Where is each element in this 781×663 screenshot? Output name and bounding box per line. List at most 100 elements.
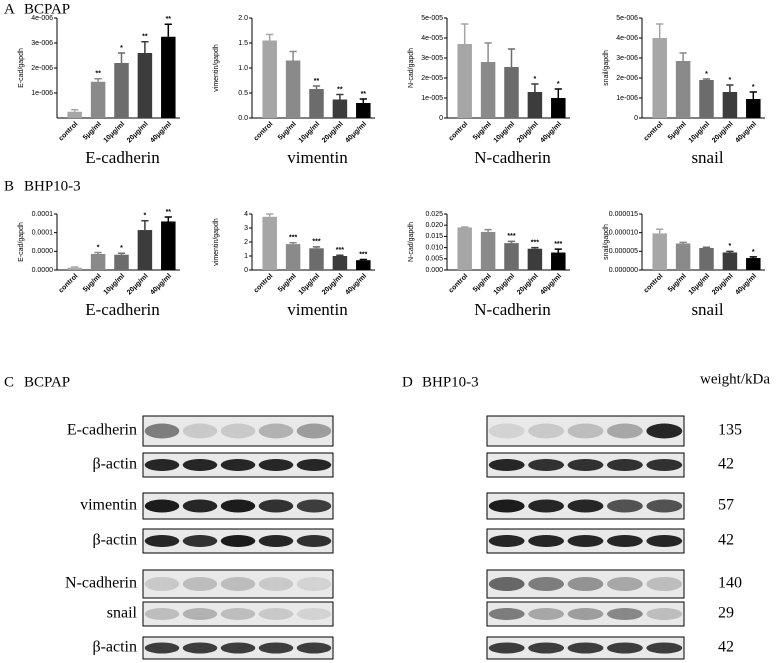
x-tick-label: 40μg/ml bbox=[539, 121, 563, 145]
significance: * bbox=[97, 244, 100, 251]
error-bar bbox=[726, 84, 734, 92]
blot-band bbox=[258, 459, 294, 471]
blot-band bbox=[144, 499, 180, 513]
blot-band bbox=[220, 535, 256, 547]
significance: ** bbox=[166, 16, 172, 23]
bar bbox=[652, 233, 667, 270]
y-tick-label: 4e-006 bbox=[31, 15, 53, 22]
blot-band bbox=[606, 577, 643, 591]
error-bar bbox=[461, 23, 469, 44]
y-tick-label: 0 bbox=[439, 115, 443, 122]
weight-label: 42 bbox=[718, 639, 734, 656]
bar bbox=[356, 260, 371, 270]
bar bbox=[675, 61, 691, 118]
weight-label: 140 bbox=[718, 575, 742, 592]
x-tick-label: 10μg/ml bbox=[493, 273, 517, 297]
error-bar bbox=[679, 52, 687, 61]
blot-band bbox=[220, 459, 256, 471]
blot-band bbox=[567, 499, 604, 513]
blot-label: E-cadherin bbox=[67, 422, 137, 439]
blot-band bbox=[606, 499, 643, 513]
x-axis-label: snail bbox=[691, 148, 723, 167]
error-bar bbox=[484, 42, 492, 62]
bar bbox=[527, 92, 543, 118]
y-tick-label: 0 bbox=[634, 115, 638, 122]
blot-band bbox=[182, 499, 218, 513]
blot bbox=[486, 415, 685, 447]
bar bbox=[699, 80, 714, 118]
bar bbox=[457, 44, 472, 118]
error-bar bbox=[312, 246, 321, 249]
x-tick-label: 40μg/ml bbox=[344, 273, 368, 297]
blot-band bbox=[567, 642, 604, 654]
significance: ** bbox=[95, 71, 101, 78]
error-bar bbox=[359, 98, 367, 103]
y-tick-label: 4e-006 bbox=[616, 35, 638, 42]
blot-band bbox=[258, 577, 294, 591]
x-tick-label: control bbox=[643, 273, 665, 295]
y-tick-label: 0.0000 bbox=[32, 267, 54, 274]
bar bbox=[746, 99, 761, 118]
blot-band bbox=[488, 459, 525, 471]
significance: *** bbox=[289, 235, 297, 242]
weight-header: weight/kDa bbox=[700, 371, 770, 387]
blot-band bbox=[182, 577, 218, 591]
x-tick-label: 20μg/ml bbox=[711, 273, 735, 297]
blot-band bbox=[296, 577, 332, 591]
blot-band bbox=[182, 608, 218, 620]
blot-band bbox=[528, 499, 565, 513]
x-tick-label: 10μg/ml bbox=[298, 121, 322, 145]
x-tick-label: 10μg/ml bbox=[103, 121, 127, 145]
x-tick-label: 5μg/ml bbox=[667, 121, 688, 142]
x-axis-label: E-cadherin bbox=[85, 148, 160, 167]
significance: * bbox=[120, 245, 123, 252]
blot-band bbox=[567, 535, 604, 547]
y-tick-label: 1e-006 bbox=[616, 95, 638, 102]
x-axis-label: vimentin bbox=[287, 148, 348, 167]
bar bbox=[161, 221, 176, 270]
x-tick-label: control bbox=[643, 121, 665, 143]
blot-band bbox=[646, 535, 683, 547]
blot-band bbox=[646, 577, 683, 591]
significance: * bbox=[705, 71, 708, 78]
significance: ** bbox=[142, 34, 148, 41]
bar bbox=[480, 62, 496, 118]
y-tick-label: 3 bbox=[244, 225, 248, 232]
significance: ** bbox=[166, 209, 172, 216]
blot-band bbox=[606, 642, 643, 654]
y-tick-label: 3e-005 bbox=[421, 55, 443, 62]
blot-band bbox=[606, 535, 643, 547]
x-tick-label: control bbox=[253, 273, 275, 295]
y-tick-label: 2 bbox=[244, 239, 248, 246]
y-tick-label: 2e-006 bbox=[31, 65, 53, 72]
x-tick-label: 40μg/ml bbox=[149, 273, 173, 297]
blot-band bbox=[646, 608, 683, 620]
significance: * bbox=[144, 213, 147, 220]
error-bar bbox=[117, 252, 126, 255]
blot-band bbox=[567, 423, 604, 439]
x-tick-label: 20μg/ml bbox=[126, 121, 150, 145]
weight-label: 57 bbox=[718, 497, 734, 514]
x-tick-label: control bbox=[58, 121, 80, 143]
blot-label: β-actin bbox=[92, 532, 137, 549]
significance: ** bbox=[314, 78, 320, 85]
weight-label: 42 bbox=[718, 532, 734, 549]
blot-band bbox=[296, 499, 332, 513]
y-tick-label: 4e-005 bbox=[421, 35, 443, 42]
blot-band bbox=[220, 499, 256, 513]
x-tick-label: control bbox=[448, 121, 470, 143]
y-axis-label: vimentin/gapdh bbox=[213, 218, 220, 266]
significance: * bbox=[557, 81, 560, 88]
blot-band bbox=[258, 499, 294, 513]
error-bar bbox=[749, 91, 757, 99]
blot-label: β-actin bbox=[92, 639, 137, 656]
y-tick-label: 1.0 bbox=[238, 65, 248, 72]
y-tick-label: 0.0000 bbox=[32, 248, 54, 255]
x-tick-label: 20μg/ml bbox=[516, 273, 540, 297]
bar bbox=[137, 230, 153, 270]
y-tick-label: 0.025 bbox=[425, 211, 443, 218]
y-tick-label: 0.000015 bbox=[609, 211, 638, 218]
significance: * bbox=[729, 243, 732, 250]
panel-title: BCPAP bbox=[24, 374, 70, 390]
x-tick-label: 10μg/ml bbox=[103, 273, 127, 297]
